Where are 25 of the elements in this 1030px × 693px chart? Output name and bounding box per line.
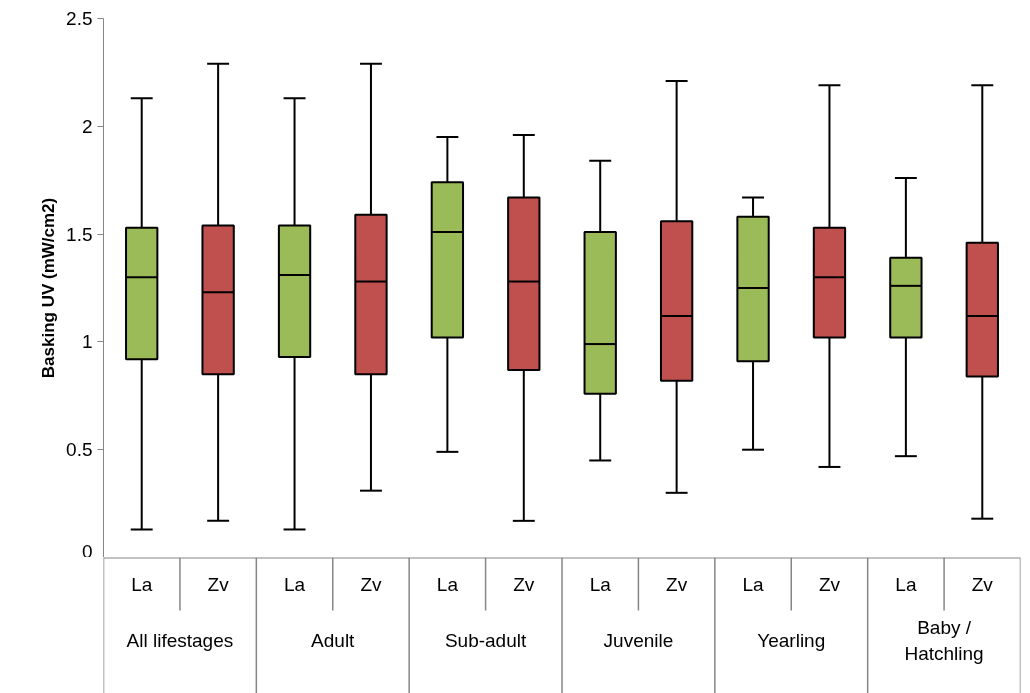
text: Zv: [971, 574, 993, 595]
x-tick-label: All lifestages: [126, 630, 234, 651]
y-tick-label: 2.5: [66, 8, 93, 29]
text: Zv: [666, 574, 688, 595]
y-tick-label: 2: [81, 115, 93, 137]
text: La: [742, 574, 764, 595]
x-tick-label: Sub-adult: [444, 630, 527, 651]
x-tick-label: Adult: [311, 630, 356, 651]
text: Zv: [360, 574, 382, 595]
y-axis-title: Basking UV (mW/cm2): [39, 197, 59, 379]
text: La: [895, 574, 917, 595]
text: La: [589, 574, 612, 595]
y-tick-label: 1: [81, 331, 93, 353]
x-tick-label: Juvenile: [603, 630, 674, 651]
y-tick-label: 1.5: [66, 223, 93, 245]
text: Zv: [513, 574, 535, 595]
text: La: [436, 574, 458, 595]
text: Zv: [207, 574, 229, 595]
x-tick-label: Yearling: [757, 630, 826, 651]
y-tick-label: 0: [81, 540, 93, 562]
text: La: [283, 574, 306, 595]
text: La: [131, 574, 153, 595]
x-tick-label: Baby / Hatchling: [904, 616, 984, 665]
y-tick-label: 0.5: [66, 439, 93, 461]
text: Zv: [818, 574, 841, 595]
